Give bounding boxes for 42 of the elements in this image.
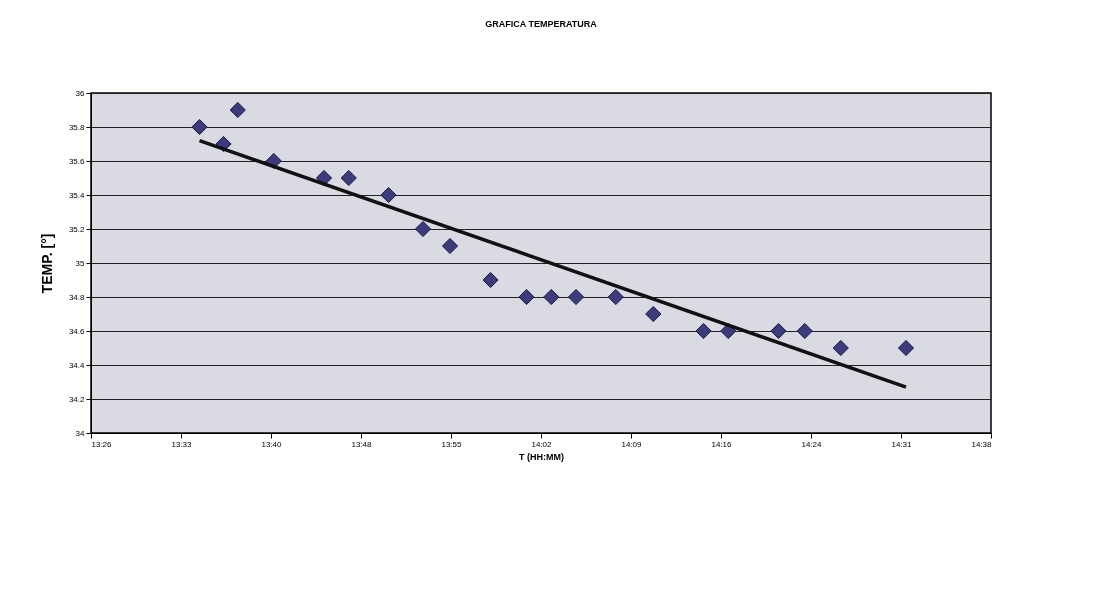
x-tick-label: 14:02 xyxy=(531,439,553,449)
x-tick-label: 14:09 xyxy=(621,439,643,449)
x-tick-label: 13:40 xyxy=(261,439,283,449)
point xyxy=(380,186,397,204)
point xyxy=(832,339,849,357)
x-axis-title: T (HH:MM) xyxy=(519,451,564,462)
y-axis-title: TEMP. [°] xyxy=(38,233,55,294)
x-tick-label: 14:16 xyxy=(711,439,733,449)
y-tick-label: 35.2 xyxy=(68,224,86,234)
point xyxy=(607,288,624,306)
point xyxy=(340,169,357,187)
x-tick-label: 13:33 xyxy=(171,439,193,449)
y-tick-label: 35.6 xyxy=(68,156,86,166)
y-tick-label: 34.8 xyxy=(68,292,86,302)
y-tick-label: 36 xyxy=(75,88,86,98)
point xyxy=(567,288,585,306)
x-tick-label: 14:24 xyxy=(801,439,823,449)
y-tick-label: 34.2 xyxy=(68,394,86,404)
y-tick-label: 34 xyxy=(75,428,86,438)
x-tick-label: 14:38 xyxy=(971,439,993,449)
chart-title: GRAFICA TEMPERATURA xyxy=(485,19,598,29)
x-tick-label: 13:48 xyxy=(351,439,373,449)
y-tick-label: 35.4 xyxy=(68,190,86,200)
x-tick-label: 13:55 xyxy=(441,439,463,449)
y-tick-label: 34.4 xyxy=(68,360,86,370)
y-tick-label: 34.6 xyxy=(68,326,86,336)
point xyxy=(645,305,662,323)
point xyxy=(695,322,712,340)
point xyxy=(191,118,208,136)
point xyxy=(229,101,246,119)
point xyxy=(482,271,499,289)
point xyxy=(543,288,560,306)
point xyxy=(414,220,432,238)
y-tick-label: 35.8 xyxy=(68,122,86,132)
point xyxy=(897,339,915,357)
point xyxy=(441,237,459,255)
x-tick-label: 14:31 xyxy=(891,439,913,449)
x-tick-label: 13:26 xyxy=(91,439,113,449)
point xyxy=(770,322,787,340)
point xyxy=(518,288,535,306)
y-tick-label: 35 xyxy=(75,258,86,268)
point xyxy=(796,322,813,340)
